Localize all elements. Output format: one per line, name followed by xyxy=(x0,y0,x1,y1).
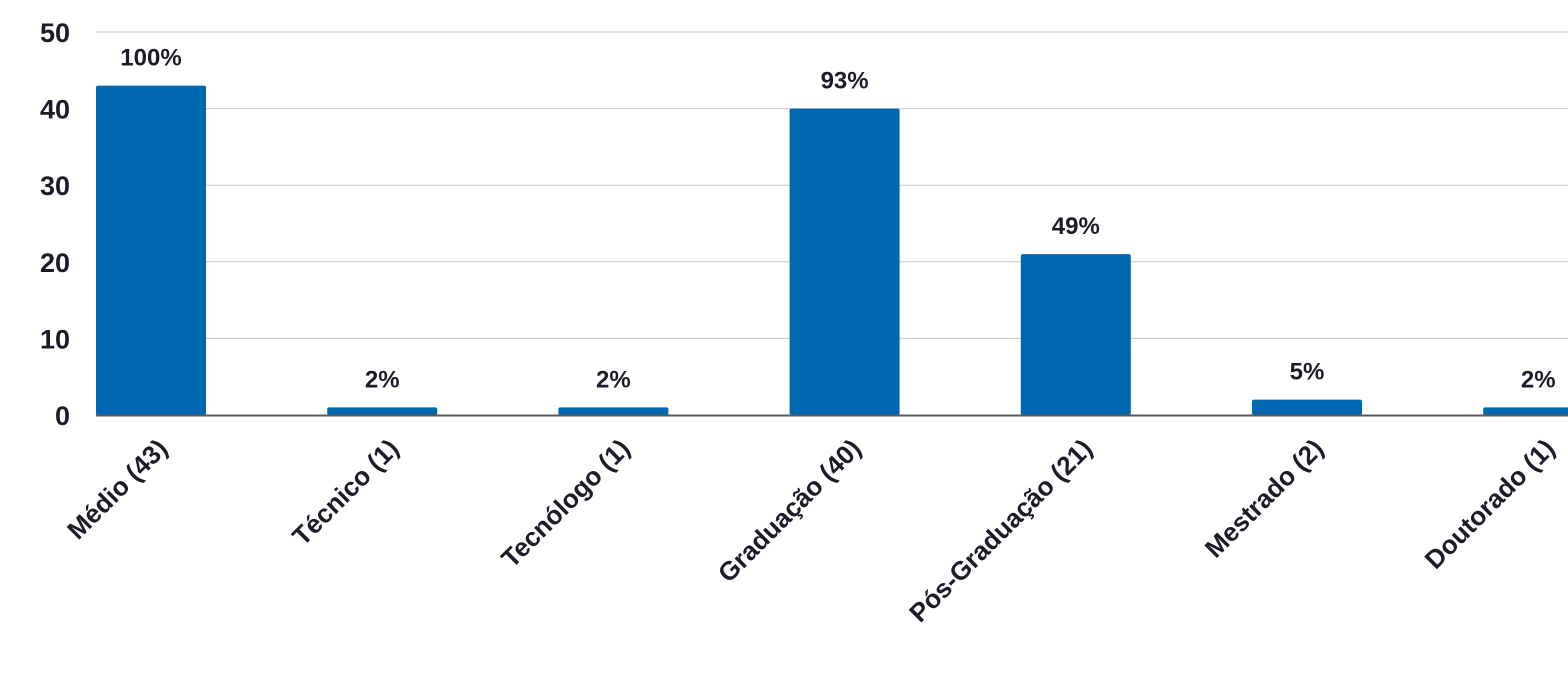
x-tick-label: Técnico (1) xyxy=(286,433,404,551)
bar xyxy=(1252,399,1362,415)
x-tick-label: Tecnólogo (1) xyxy=(495,433,635,573)
data-label: 49% xyxy=(1052,213,1100,240)
bar xyxy=(789,108,900,415)
data-labels: 100% 2% 2% 93% 49% 5% 2% xyxy=(120,45,1555,394)
y-tick-label: 0 xyxy=(55,401,70,431)
data-label: 5% xyxy=(1290,359,1325,386)
data-label: 100% xyxy=(120,45,181,72)
x-axis-ticks: Médio (43) Técnico (1) Tecnólogo (1) Gradua… xyxy=(61,433,1560,628)
bar xyxy=(1483,407,1568,415)
x-tick-label: Pós-Graduação (21) xyxy=(903,433,1098,628)
x-tick-label: Graduação (40) xyxy=(712,433,867,588)
bar xyxy=(96,85,206,416)
y-tick-label: 40 xyxy=(40,95,70,125)
y-tick-label: 30 xyxy=(40,171,70,201)
y-tick-label: 50 xyxy=(40,18,70,48)
x-tick-label: Médio (43) xyxy=(61,433,173,545)
x-tick-label: Doutorado (1) xyxy=(1419,433,1561,575)
x-tick-label: Mestrado (2) xyxy=(1199,433,1330,564)
bar xyxy=(1020,254,1131,415)
bar xyxy=(558,407,669,415)
data-label: 2% xyxy=(596,366,631,393)
data-label: 2% xyxy=(365,366,400,393)
y-tick-label: 10 xyxy=(40,324,70,354)
bars xyxy=(96,85,1568,416)
data-label: 93% xyxy=(821,68,869,95)
bar xyxy=(327,407,438,415)
y-axis-ticks: 0 10 20 30 40 50 xyxy=(40,18,70,431)
y-tick-label: 20 xyxy=(40,248,70,278)
data-label: 2% xyxy=(1521,366,1556,393)
